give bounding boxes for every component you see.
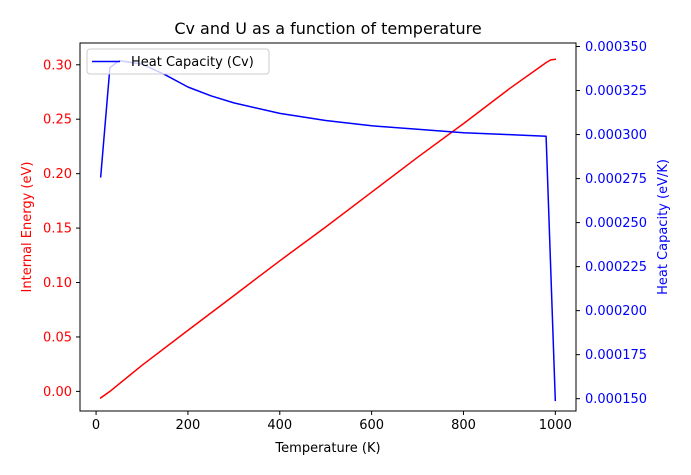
left-tick-label: 0.20 (43, 167, 72, 182)
right-tick-label: 0.000275 (585, 172, 647, 187)
x-tick-label: 800 (451, 418, 476, 433)
left-tick-label: 0.00 (43, 385, 72, 400)
left-axis-label: Internal Energy (eV) (20, 162, 35, 293)
right-tick-label: 0.000175 (585, 348, 647, 363)
x-tick-label: 400 (267, 418, 292, 433)
x-axis-ticks: 0 200 400 600 800 1000 (92, 411, 572, 433)
left-tick-label: 0.25 (43, 113, 72, 128)
x-tick-label: 0 (92, 418, 100, 433)
legend-label-cv: Heat Capacity (Cv) (131, 55, 254, 70)
x-tick-label: 600 (359, 418, 384, 433)
left-tick-label: 0.05 (43, 330, 72, 345)
right-tick-label: 0.000250 (585, 216, 647, 231)
internal-energy-line (99, 58, 557, 399)
legend: Heat Capacity (Cv) (86, 48, 270, 75)
x-axis-label: Temperature (K) (274, 441, 380, 456)
left-axis-ticks: 0.00 0.05 0.10 0.15 0.20 0.25 0.30 (43, 58, 80, 400)
x-tick-label: 1000 (539, 418, 572, 433)
left-tick-label: 0.15 (43, 222, 72, 237)
right-tick-label: 0.000200 (585, 304, 647, 319)
right-axis-ticks: 0.000150 0.000175 0.000200 0.000225 0.000250… (576, 40, 647, 407)
right-tick-label: 0.000150 (585, 392, 647, 407)
plot-frame (79, 42, 577, 412)
right-tick-label: 0.000300 (585, 128, 647, 143)
right-tick-label: 0.000325 (585, 84, 647, 99)
x-tick-label: 200 (176, 418, 201, 433)
right-axis-label: Heat Capacity (eV/K) (656, 159, 671, 295)
left-tick-label: 0.10 (43, 276, 72, 291)
right-tick-label: 0.000350 (585, 40, 647, 55)
right-tick-label: 0.000225 (585, 260, 647, 275)
left-tick-label: 0.30 (43, 58, 72, 73)
legend-box (86, 48, 270, 75)
chart-title: Cv and U as a function of temperature (174, 19, 481, 38)
